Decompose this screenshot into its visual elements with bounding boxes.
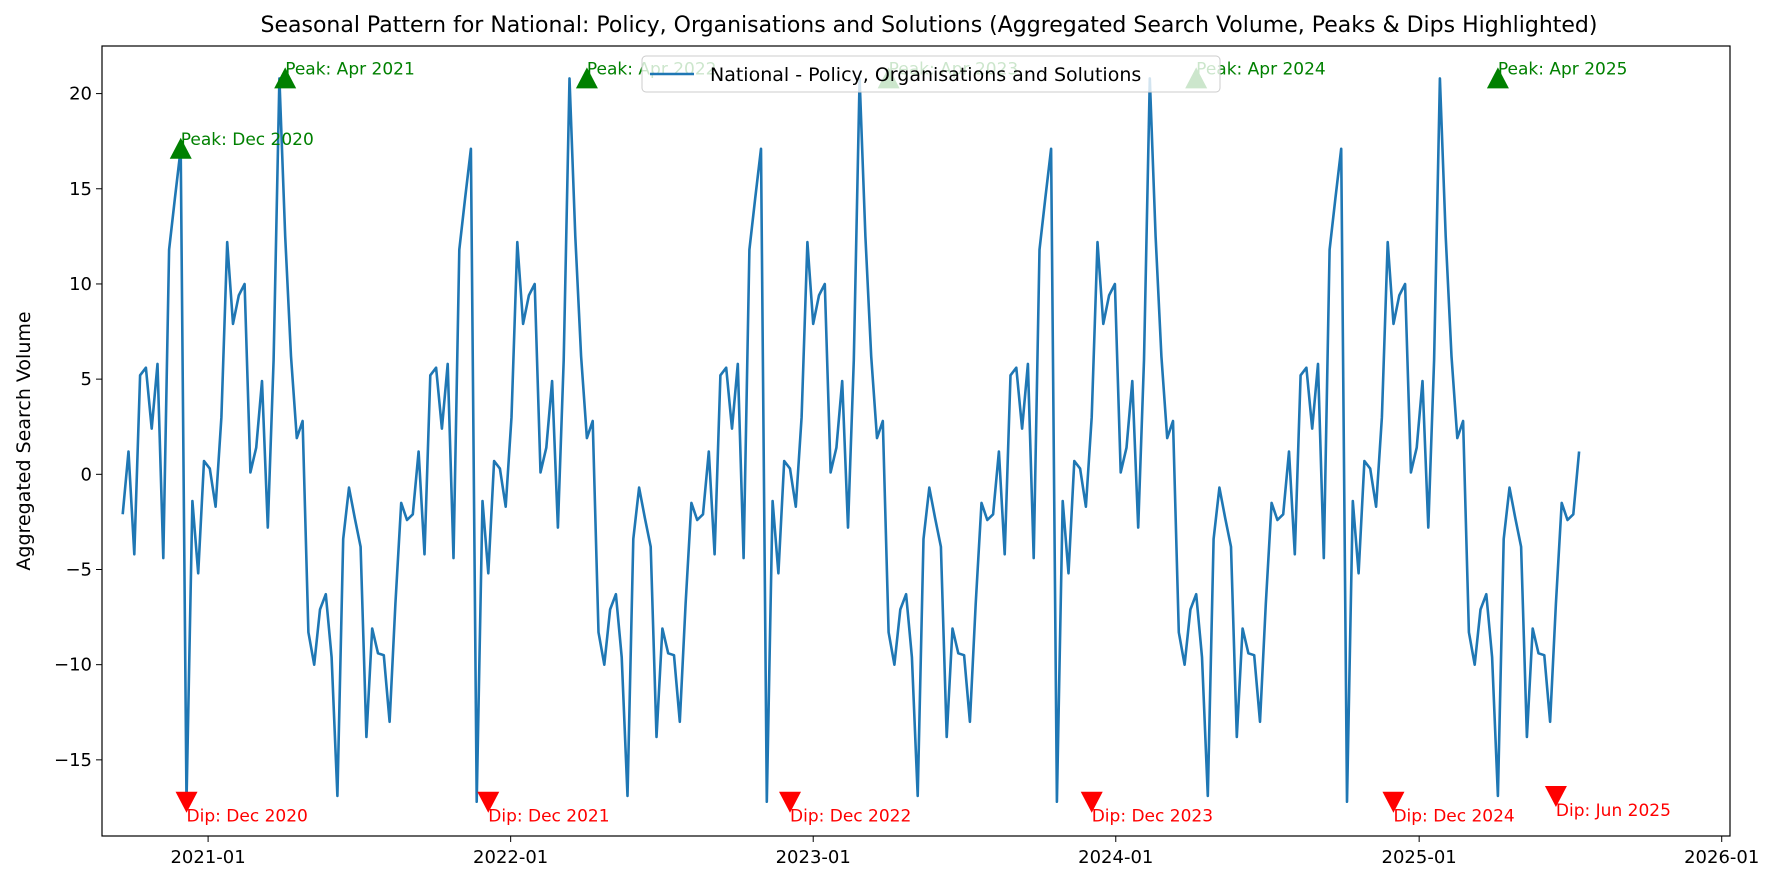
dip-annotation: Dip: Dec 2020: [187, 807, 308, 827]
x-tick-label: 2023-01: [776, 847, 851, 868]
y-tick-label: 10: [69, 274, 92, 295]
dip-annotation: Dip: Jun 2025: [1556, 801, 1671, 821]
peak-annotation: Peak: Apr 2024: [1196, 59, 1326, 79]
y-tick-label: 0: [81, 464, 92, 485]
legend: National - Policy, Organisations and Sol…: [641, 55, 1221, 93]
x-tick-label: 2025-01: [1382, 847, 1457, 868]
legend-box: [641, 55, 1221, 93]
x-tick-label: 2022-01: [473, 847, 548, 868]
y-tick-label: −10: [54, 655, 92, 676]
peak-annotation: Peak: Apr 2021: [285, 59, 415, 79]
dip-annotation: Dip: Dec 2023: [1092, 807, 1213, 827]
y-axis: −15 −10 −5 0 5 10 15 20: [54, 84, 102, 771]
plot-area-frame: [101, 45, 1731, 837]
y-tick-label: −15: [54, 750, 92, 771]
peak-annotation: Peak: Dec 2020: [181, 130, 314, 150]
series-line: [121, 77, 1581, 804]
dip-annotation: Dip: Dec 2021: [488, 807, 609, 827]
y-tick-label: 20: [69, 84, 92, 105]
peak-annotation: Peak: Apr 2025: [1498, 59, 1628, 79]
dip-marker: [1080, 791, 1103, 813]
y-tick-label: 15: [69, 179, 92, 200]
peak-marker: [169, 137, 192, 159]
dip-marker: [175, 791, 198, 813]
dip-marker: [1544, 786, 1567, 808]
peak-marker: [575, 67, 598, 89]
dip-marker: [779, 791, 802, 813]
peak-marker: [274, 67, 297, 89]
chart-title: Seasonal Pattern for National: Policy, O…: [261, 13, 1598, 38]
dip-annotation: Dip: Dec 2022: [790, 807, 911, 827]
x-axis: 2021-01 2022-01 2023-01 2024-01 2025-01 2026-…: [170, 836, 1759, 868]
y-tick-label: 5: [81, 369, 92, 390]
y-tick-label: −5: [65, 559, 92, 580]
x-tick-label: 2021-01: [170, 847, 245, 868]
x-tick-label: 2026-01: [1684, 847, 1759, 868]
legend-label: National - Policy, Organisations and Sol…: [710, 64, 1141, 86]
dip-marker: [1382, 791, 1405, 813]
dip-marker: [477, 791, 500, 813]
peak-marker: [1486, 67, 1509, 89]
dip-annotation: Dip: Dec 2024: [1393, 807, 1514, 827]
x-tick-label: 2024-01: [1078, 847, 1153, 868]
y-axis-label: Aggregated Search Volume: [13, 311, 35, 570]
series-lines: [121, 77, 1581, 804]
